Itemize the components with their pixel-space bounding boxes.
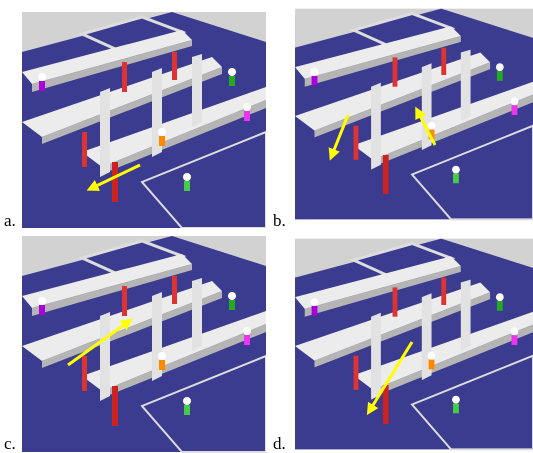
panel-label: a. <box>4 211 16 230</box>
panel-label: c. <box>4 434 16 453</box>
panel-a: a. <box>4 12 266 230</box>
panel-label: b. <box>273 211 286 230</box>
panel-b: b. <box>273 7 533 230</box>
panel-d: d. <box>273 237 533 453</box>
panel-label: d. <box>273 434 286 453</box>
panel-c: c. <box>4 235 266 453</box>
